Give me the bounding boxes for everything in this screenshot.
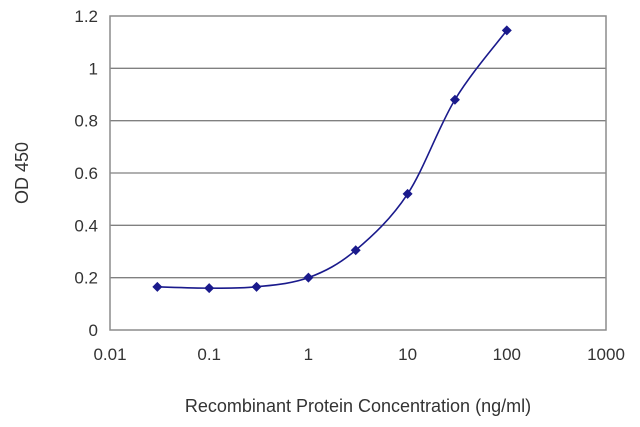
y-axis-tick-labels: 0 0.2 0.4 0.6 0.8 1 1.2 xyxy=(74,7,98,340)
y-tick-label: 0.6 xyxy=(74,164,98,183)
data-point-5 xyxy=(402,188,413,199)
y-axis-title: OD 450 xyxy=(12,142,32,204)
x-tick-label: 10 xyxy=(398,345,417,364)
data-point-7 xyxy=(501,25,512,36)
data-point-0 xyxy=(152,281,163,292)
data-point-1 xyxy=(204,283,215,294)
y-tick-label: 1 xyxy=(89,59,98,78)
fitted-curve xyxy=(157,29,508,289)
data-point-4 xyxy=(350,245,361,256)
data-points xyxy=(152,25,512,294)
y-tick-label: 0.8 xyxy=(74,112,98,131)
data-point-6 xyxy=(449,94,460,105)
y-tick-label: 0.2 xyxy=(74,269,98,288)
data-point-3 xyxy=(303,272,314,283)
y-tick-label: 1.2 xyxy=(74,7,98,26)
x-tick-label: 1 xyxy=(304,345,313,364)
y-tick-label: 0 xyxy=(89,321,98,340)
x-tick-label: 100 xyxy=(493,345,521,364)
plot-area-frame xyxy=(109,15,607,331)
y-tick-label: 0.4 xyxy=(74,216,98,235)
x-tick-label: 0.01 xyxy=(93,345,126,364)
x-axis-tick-labels: 0.01 0.1 1 10 100 1000 xyxy=(93,345,624,364)
x-axis-title: Recombinant Protein Concentration (ng/ml… xyxy=(185,396,531,416)
x-tick-label: 1000 xyxy=(587,345,625,364)
data-point-2 xyxy=(251,281,262,292)
x-tick-label: 0.1 xyxy=(197,345,221,364)
gridlines xyxy=(110,67,606,279)
